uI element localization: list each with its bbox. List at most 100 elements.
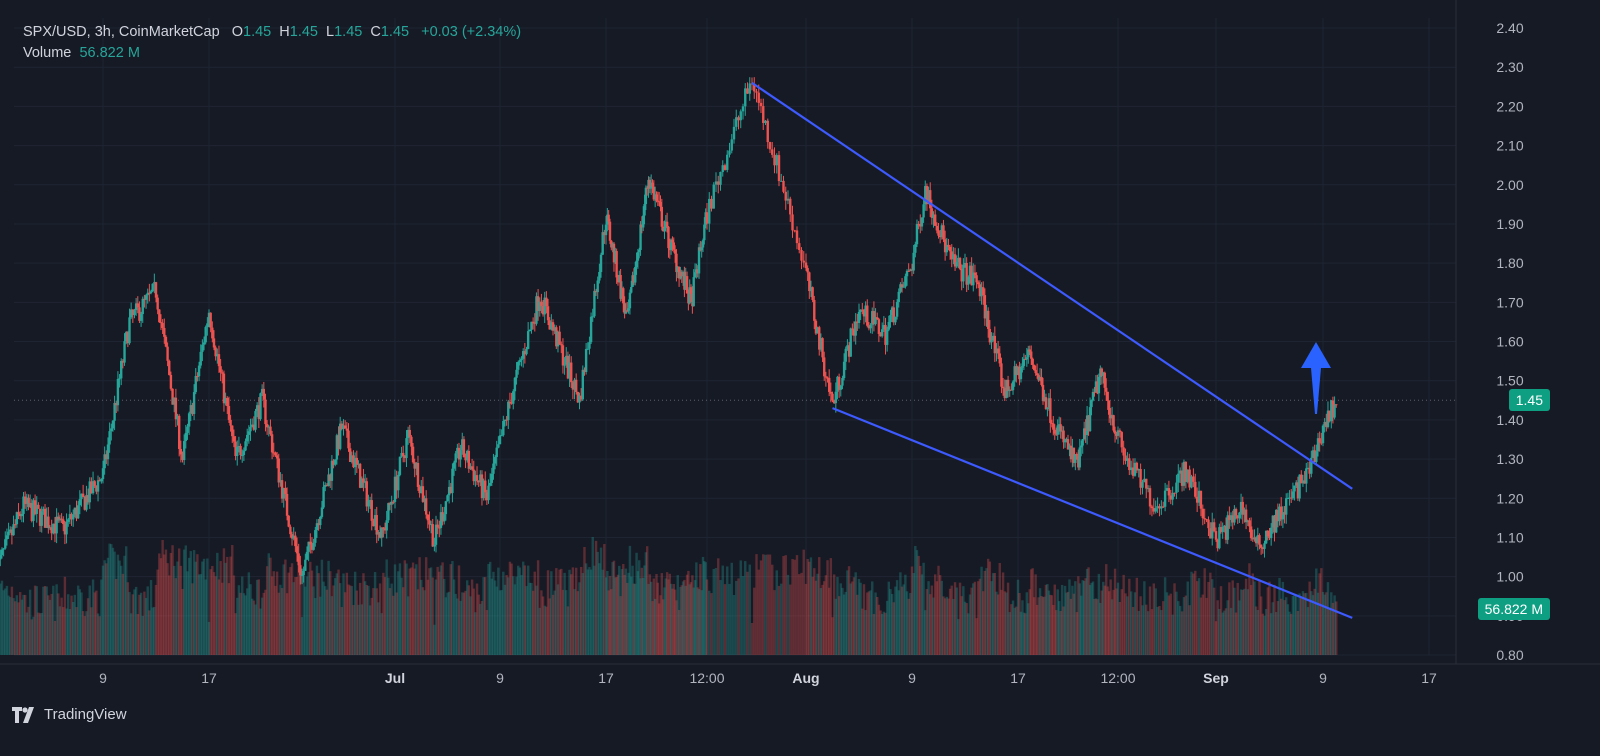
candle-body	[782, 180, 785, 192]
candle-body	[593, 290, 596, 317]
candle-body	[1169, 495, 1172, 500]
candle-body	[721, 165, 724, 173]
volume-bar	[1075, 612, 1079, 655]
candle-body	[1146, 488, 1150, 490]
volume-bar	[38, 613, 42, 655]
candle-body	[265, 424, 269, 428]
volume-bar	[508, 561, 512, 655]
candle-body	[639, 224, 642, 251]
volume-bar	[297, 555, 300, 655]
volume-bar	[352, 605, 355, 655]
candle-body	[229, 419, 232, 426]
symbol-label[interactable]: SPX/USD, 3h, CoinMarketCap	[23, 24, 220, 40]
candle-body	[874, 317, 877, 325]
candle-body	[141, 298, 144, 315]
volume-bar	[1057, 601, 1061, 655]
volume-bar	[226, 556, 229, 655]
volume-bar	[968, 594, 972, 655]
volume-bar	[131, 594, 135, 655]
candle-body	[786, 198, 790, 201]
volume-bar	[606, 570, 609, 655]
candle-body	[287, 515, 290, 527]
candle-body	[1249, 526, 1253, 539]
volume-bar	[1175, 591, 1178, 655]
volume-bar	[696, 587, 699, 655]
candle-body	[922, 204, 925, 218]
volume-bar	[1211, 579, 1214, 655]
candle-body	[502, 421, 505, 436]
volume-bar	[942, 596, 945, 655]
volume-bar	[811, 576, 814, 655]
candle-body	[806, 268, 809, 273]
volume-bar	[714, 568, 718, 655]
volume-bar	[250, 598, 254, 655]
candle-body	[615, 251, 618, 278]
candle-body	[439, 512, 443, 528]
candle-body	[1236, 515, 1239, 519]
volume-bar	[477, 594, 480, 655]
candle-body	[802, 260, 805, 263]
candle-body	[1035, 373, 1039, 376]
candle-body	[930, 208, 934, 218]
volume-bar	[578, 582, 581, 655]
volume-bar	[249, 584, 252, 655]
volume-bar	[887, 581, 891, 655]
candle-body	[375, 515, 378, 535]
volume-bar	[726, 566, 729, 655]
volume-bar	[65, 608, 68, 655]
volume-bar	[882, 611, 886, 655]
candle-body	[732, 126, 736, 140]
candle-body	[134, 303, 138, 311]
candle-body	[1316, 438, 1320, 452]
candle-body	[864, 305, 867, 317]
candle-body	[232, 436, 236, 442]
candle-body	[576, 391, 580, 403]
tradingview-brand[interactable]: TradingView	[12, 706, 127, 723]
volume-bar	[1331, 602, 1335, 655]
volume-bar	[732, 594, 736, 655]
volume-bar	[710, 593, 713, 655]
volume-bar	[1243, 588, 1246, 655]
volume-bar	[648, 574, 652, 655]
volume-bar	[1195, 581, 1199, 655]
volume-bar	[1124, 593, 1127, 655]
price-tag: 1.45	[1508, 389, 1550, 411]
candle-body	[894, 316, 897, 323]
volume-bar	[829, 558, 833, 655]
candle-body	[42, 508, 45, 512]
volume-bar	[500, 590, 503, 655]
volume-bar	[588, 567, 591, 655]
candle-body	[1075, 454, 1079, 456]
volume-label[interactable]: Volume	[23, 45, 72, 61]
candle-body	[1129, 467, 1133, 471]
candle-body	[342, 425, 345, 429]
candle-body	[710, 198, 713, 209]
volume-bar	[1281, 581, 1285, 655]
candle-body	[1253, 537, 1256, 540]
volume-bar	[728, 583, 731, 655]
candle-body	[1203, 518, 1206, 520]
candle-body	[551, 322, 555, 331]
candle-body	[52, 523, 55, 534]
candle-body	[1311, 450, 1315, 458]
candle-body	[963, 262, 967, 265]
candle-body	[467, 450, 471, 469]
candle-body	[809, 287, 813, 292]
candle-body	[55, 516, 58, 534]
candle-body	[523, 351, 527, 355]
candle-body	[759, 102, 763, 107]
volume-bar	[1218, 609, 1221, 655]
candle-body	[545, 297, 548, 307]
candle-body	[1088, 407, 1092, 432]
candle-body	[899, 284, 902, 292]
candle-body	[1126, 458, 1129, 461]
volume-bar	[689, 582, 693, 655]
volume-bar	[1103, 585, 1106, 655]
volume-bar	[159, 558, 163, 655]
candle-body	[857, 311, 861, 323]
candle-body	[1053, 429, 1056, 434]
time-axis[interactable]: 9 17 Jul 9 17 12:00 Aug 9 17 12:00 Sep 9 17	[99, 670, 1437, 686]
volume-bar	[1233, 587, 1236, 655]
price-axis[interactable]: 0.800.901.001.101.201.301.401.501.601.70…	[1496, 20, 1523, 663]
